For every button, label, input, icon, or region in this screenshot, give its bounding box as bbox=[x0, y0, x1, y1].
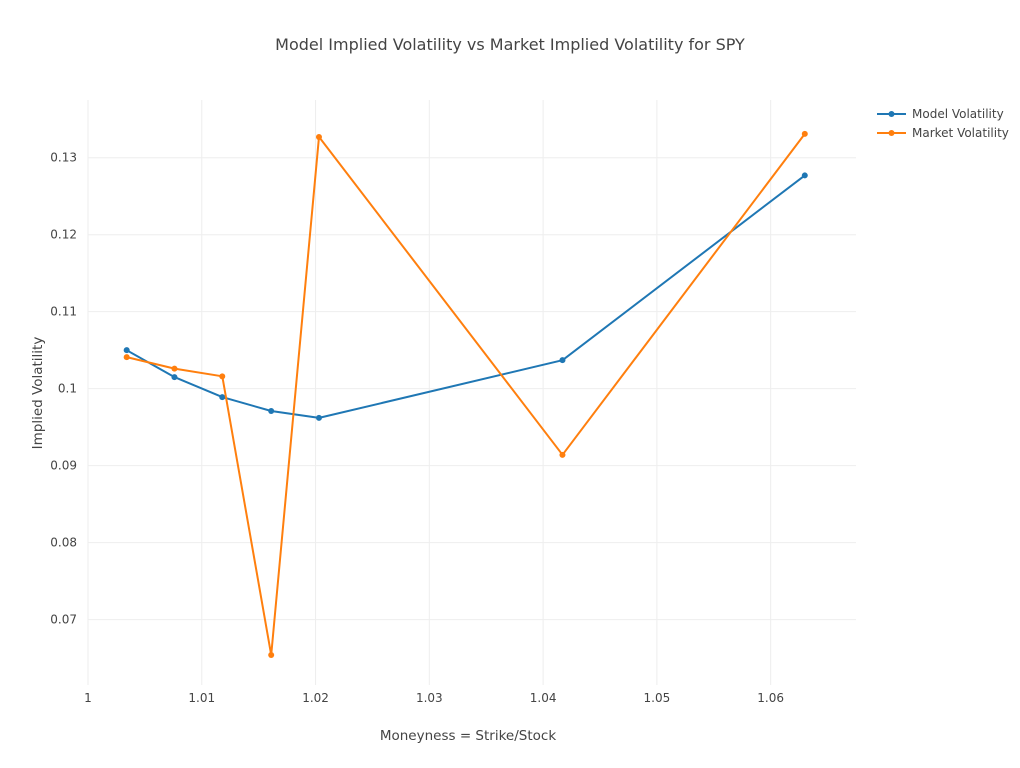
x-tick-label: 1 bbox=[84, 691, 92, 705]
series-market-volatility bbox=[123, 130, 808, 658]
x-tick-label: 1.01 bbox=[188, 691, 215, 705]
data-point[interactable] bbox=[801, 172, 808, 179]
x-tick-label: 1.03 bbox=[416, 691, 443, 705]
y-tick-label: 0.1 bbox=[58, 382, 77, 396]
legend-swatch-marker bbox=[888, 111, 895, 117]
series-line bbox=[126, 174, 806, 419]
x-tick-label: 1.06 bbox=[757, 691, 784, 705]
y-tick-label: 0.12 bbox=[50, 228, 77, 242]
series-line bbox=[126, 133, 806, 656]
y-tick-label: 0.11 bbox=[50, 305, 77, 319]
data-point[interactable] bbox=[171, 374, 178, 381]
x-axis-ticks: 1 1.01 1.02 1.03 1.04 1.05 1.06 bbox=[84, 691, 784, 705]
chart-title: Model Implied Volatility vs Market Impli… bbox=[275, 35, 745, 54]
legend[interactable]: Model Volatility Market Volatility bbox=[877, 107, 1009, 140]
data-point[interactable] bbox=[801, 130, 808, 137]
y-tick-label: 0.08 bbox=[50, 536, 77, 550]
legend-item[interactable]: Market Volatility bbox=[877, 126, 1009, 140]
data-point[interactable] bbox=[559, 451, 566, 458]
data-point[interactable] bbox=[315, 133, 322, 140]
grid bbox=[87, 100, 856, 685]
data-point[interactable] bbox=[268, 651, 275, 658]
series-model-volatility bbox=[123, 172, 808, 421]
plot-area bbox=[123, 130, 808, 658]
y-axis-title: Implied Volatility bbox=[30, 337, 46, 450]
x-tick-label: 1.04 bbox=[530, 691, 557, 705]
data-point[interactable] bbox=[171, 365, 178, 372]
data-point[interactable] bbox=[123, 354, 130, 361]
y-tick-label: 0.09 bbox=[50, 459, 77, 473]
legend-item[interactable]: Model Volatility bbox=[877, 107, 1004, 121]
legend-label: Market Volatility bbox=[912, 126, 1009, 140]
y-tick-label: 0.07 bbox=[50, 613, 77, 627]
data-point[interactable] bbox=[559, 357, 566, 364]
data-point[interactable] bbox=[268, 407, 275, 414]
data-point[interactable] bbox=[219, 394, 226, 401]
data-point[interactable] bbox=[123, 347, 130, 354]
y-axis-ticks: 0.07 0.08 0.09 0.1 0.11 0.12 0.13 bbox=[50, 151, 77, 627]
y-tick-label: 0.13 bbox=[50, 151, 77, 165]
data-point[interactable] bbox=[219, 373, 226, 380]
x-axis-title: Moneyness = Strike/Stock bbox=[380, 728, 556, 744]
data-point[interactable] bbox=[315, 414, 322, 421]
legend-swatch-marker bbox=[888, 130, 895, 136]
x-tick-label: 1.05 bbox=[644, 691, 671, 705]
x-tick-label: 1.02 bbox=[302, 691, 329, 705]
legend-label: Model Volatility bbox=[912, 107, 1004, 121]
